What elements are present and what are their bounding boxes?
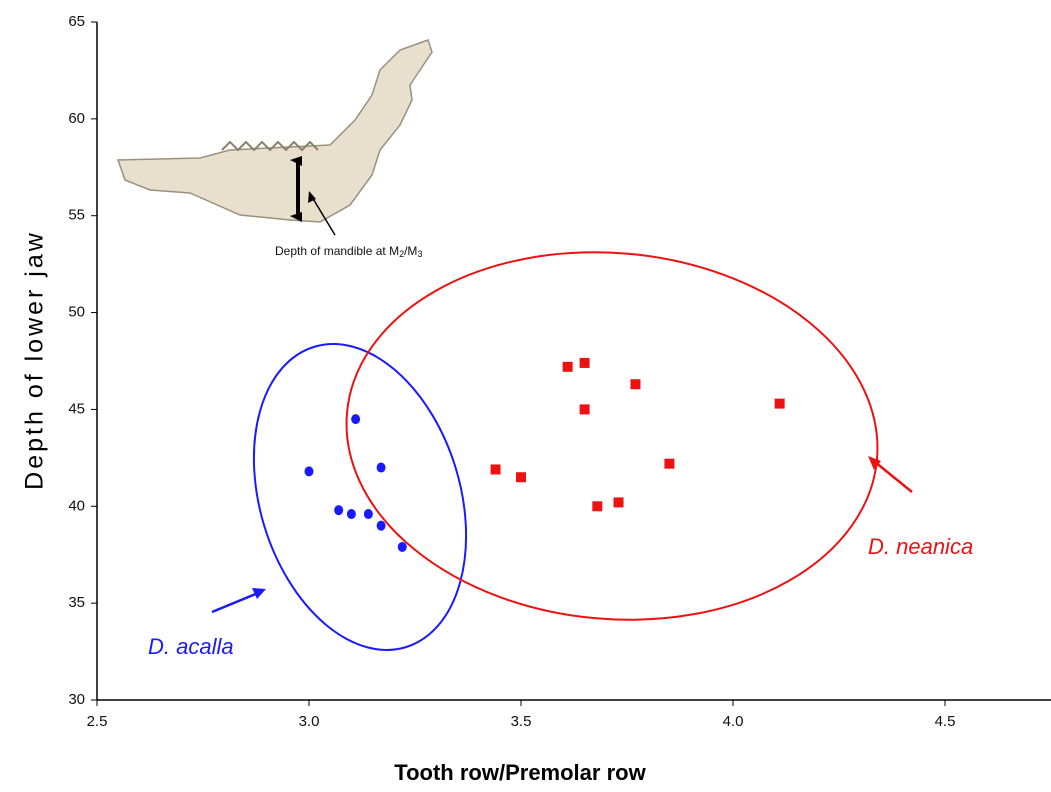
point xyxy=(364,509,373,519)
x-axis-label: Tooth row/Premolar row xyxy=(394,760,646,785)
series-label: D. neanica xyxy=(868,534,973,559)
y-tick-label: 60 xyxy=(68,110,85,127)
x-tick-label: 3.5 xyxy=(511,713,532,730)
y-tick-label: 30 xyxy=(68,691,85,708)
point xyxy=(398,542,407,552)
mandible-image xyxy=(118,40,432,235)
point xyxy=(775,399,785,409)
x-tick-label: 2.5 xyxy=(87,713,108,730)
y-tick-label: 55 xyxy=(68,207,85,224)
point xyxy=(563,362,573,372)
mandible-label: Depth of mandible at M2/M3 xyxy=(275,244,422,259)
point xyxy=(592,501,602,511)
y-tick-label: 45 xyxy=(68,400,85,417)
point xyxy=(664,459,674,469)
label-part: /M xyxy=(404,244,417,258)
point xyxy=(614,497,624,507)
point xyxy=(347,509,356,519)
point xyxy=(491,464,501,474)
y-tick-label: 65 xyxy=(68,13,85,30)
chart: Depth of mandible at M2/M3 Tooth row/Pre… xyxy=(0,0,1051,787)
acalla-ellipse xyxy=(218,318,501,677)
x-tick-label: 3.0 xyxy=(299,713,320,730)
y-tick-label: 50 xyxy=(68,304,85,321)
y-axis-label: Depth of lower jaw xyxy=(21,230,49,490)
neanica-ellipse xyxy=(331,231,893,642)
point xyxy=(334,505,343,515)
x-tick-label: 4.5 xyxy=(935,713,956,730)
point xyxy=(351,414,360,424)
series-label: D. acalla xyxy=(148,634,234,659)
point xyxy=(630,379,640,389)
point xyxy=(377,521,386,531)
point xyxy=(305,466,314,476)
y-tick-label: 35 xyxy=(68,594,85,611)
acalla-arrow xyxy=(212,588,266,612)
x-tick-label: 4.0 xyxy=(723,713,744,730)
point xyxy=(516,472,526,482)
y-tick-label: 40 xyxy=(68,497,85,514)
point xyxy=(580,358,590,368)
label-sub: 3 xyxy=(417,249,422,259)
label-part: Depth of mandible at M xyxy=(275,244,399,258)
point xyxy=(377,463,386,473)
point xyxy=(580,404,590,414)
